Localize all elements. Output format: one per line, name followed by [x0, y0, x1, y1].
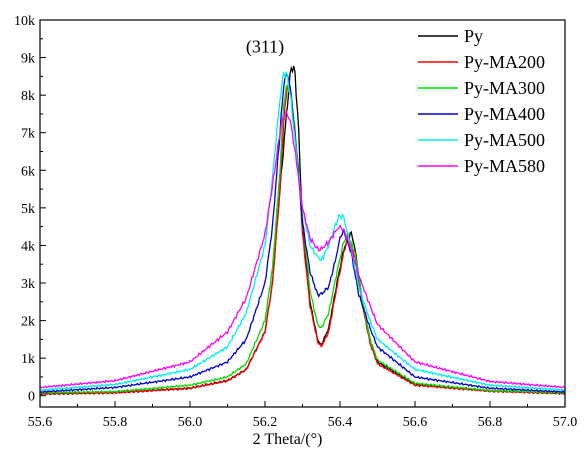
y-tick-label: 1k	[21, 352, 35, 367]
x-tick-label: 57.0	[553, 415, 578, 430]
x-tick-label: 56.2	[253, 415, 278, 430]
y-tick-label: 0	[28, 390, 35, 405]
legend-label-py-ma400: Py-MA400	[464, 104, 545, 124]
series-line-py-ma580	[39, 109, 566, 389]
legend-label-py-ma580: Py-MA580	[464, 156, 545, 176]
x-axis-ticks: 55.6 55.8 56.0 56.2 56.4 56.6 56.8 57.0	[28, 401, 578, 430]
legend-label-py: Py	[464, 26, 483, 46]
y-axis-ticks: 0 1k 2k 3k 4k 5k 6k 7k 8k 9k 10k	[14, 14, 46, 405]
peak-annotation: (311)	[246, 36, 284, 57]
legend-label-py-ma300: Py-MA300	[464, 78, 545, 98]
y-tick-label: 5k	[21, 202, 35, 217]
x-tick-label: 56.0	[178, 415, 203, 430]
y-tick-label: 8k	[21, 89, 35, 104]
plot-lines	[39, 65, 566, 396]
y-tick-label: 10k	[14, 14, 35, 29]
x-tick-label: 55.6	[28, 415, 53, 430]
x-axis-title: 2 Theta/(°)	[253, 431, 323, 448]
x-tick-label: 56.8	[478, 415, 503, 430]
legend-label-py-ma500: Py-MA500	[464, 130, 545, 150]
y-tick-label: 9k	[21, 52, 35, 67]
series-line-py-ma200	[39, 84, 566, 396]
y-tick-label: 6k	[21, 164, 35, 179]
y-tick-label: 2k	[21, 315, 35, 330]
x-tick-label: 56.4	[328, 415, 353, 430]
y-tick-label: 3k	[21, 277, 35, 292]
x-tick-label: 56.6	[403, 415, 428, 430]
legend: Py Py-MA200 Py-MA300 Py-MA400 Py-MA500 Py-MA5…	[418, 26, 545, 176]
series-line-py-ma400	[39, 74, 566, 394]
legend-label-py-ma200: Py-MA200	[464, 52, 545, 72]
y-tick-label: 4k	[21, 239, 35, 254]
x-tick-label: 55.8	[103, 415, 128, 430]
y-tick-label: 7k	[21, 127, 35, 142]
